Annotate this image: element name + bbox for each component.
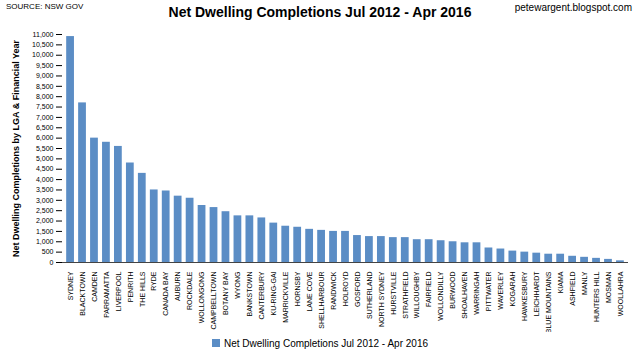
svg-text:WAVERLEY: WAVERLEY [497,271,504,309]
svg-text:10,000: 10,000 [32,51,54,58]
svg-text:BANKSTOWN: BANKSTOWN [246,272,253,317]
svg-text:RANDWICK: RANDWICK [330,271,337,309]
svg-text:WYONG: WYONG [234,272,241,299]
svg-text:6,500: 6,500 [36,124,54,131]
svg-text:AUBURN: AUBURN [174,272,181,302]
svg-text:3,000: 3,000 [36,197,54,204]
svg-text:8,500: 8,500 [36,83,54,90]
svg-text:LANE COVE: LANE COVE [306,271,313,311]
svg-text:CAMDEN: CAMDEN [91,272,98,302]
svg-text:7,500: 7,500 [36,103,54,110]
svg-text:11,000: 11,000 [33,31,54,38]
svg-text:Net Dwelling Completions by LG: Net Dwelling Completions by LGA & Financ… [11,39,21,257]
svg-text:HAWKESBURY: HAWKESBURY [521,271,528,321]
svg-text:LIVERPOOL: LIVERPOOL [115,271,122,311]
svg-text:KOGARAH: KOGARAH [509,272,516,307]
svg-text:9,500: 9,500 [36,62,54,69]
svg-text:4,500: 4,500 [36,165,54,172]
svg-text:PITTWATER: PITTWATER [485,272,492,312]
svg-text:WOLLONDILLY: WOLLONDILLY [437,271,444,321]
svg-text:HUNTERS HILL: HUNTERS HILL [593,271,600,322]
svg-text:10,500: 10,500 [32,41,54,48]
svg-text:BOTANY BAY: BOTANY BAY [222,271,229,315]
svg-text:STRATHFIELD: STRATHFIELD [402,272,409,319]
svg-text:PENRITH: PENRITH [127,272,134,303]
svg-text:SUTHERLAND: SUTHERLAND [366,272,373,319]
svg-text:7,000: 7,000 [36,114,54,121]
svg-text:SHOALHAVEN: SHOALHAVEN [461,272,468,319]
svg-text:BLACKTOWN: BLACKTOWN [79,272,86,316]
svg-text:CANADA BAY: CANADA BAY [162,271,169,316]
svg-text:0: 0 [50,259,54,266]
svg-text:5,500: 5,500 [36,145,54,152]
svg-text:GOSFORD: GOSFORD [354,272,361,307]
svg-text:WARRINGAH: WARRINGAH [473,272,480,315]
svg-text:NORTH SYDNEY: NORTH SYDNEY [378,271,385,327]
html-text:petewargent.blogspot.com: petewargent.blogspot.com [514,2,632,13]
svg-text:WOLLONGONG: WOLLONGONG [198,272,205,324]
svg-text:ASHFIELD: ASHFIELD [569,272,576,306]
svg-text:FAIRFIELD: FAIRFIELD [425,272,432,307]
svg-text:CAMPBELLTOWN: CAMPBELLTOWN [210,272,217,330]
svg-text:9,000: 9,000 [36,72,54,79]
svg-text:MARRICKVILLE: MARRICKVILLE [282,271,289,323]
svg-text:SYDNEY: SYDNEY [67,271,74,300]
svg-text:2,500: 2,500 [36,207,54,214]
svg-text:HOLROYD: HOLROYD [342,272,349,307]
html-text:SOURCE: NSW GOV: SOURCE: NSW GOV [6,2,84,11]
svg-text:MANLY: MANLY [581,271,588,295]
svg-text:5,000: 5,000 [36,155,54,162]
svg-text:BURWOOD: BURWOOD [449,272,456,309]
html-text:Net Dwelling Completions Jul 2: Net Dwelling Completions Jul 2012 - Apr … [168,4,472,20]
svg-text:HORNSBY: HORNSBY [294,271,301,306]
svg-text:2,000: 2,000 [36,217,54,224]
svg-text:WOOLLAHRA: WOOLLAHRA [617,271,624,316]
svg-text:4,000: 4,000 [36,176,54,183]
svg-text:PARRAMATTA: PARRAMATTA [103,271,110,318]
svg-text:LEICHHARDT: LEICHHARDT [533,271,540,316]
svg-text:MOSMAN: MOSMAN [605,272,612,304]
svg-text:HURSTVILLE: HURSTVILLE [390,271,397,315]
html-text:Net Dwelling Completions Jul 2: Net Dwelling Completions Jul 2012 - Apr … [224,337,428,349]
svg-text:CANTERBURY: CANTERBURY [258,271,265,319]
svg-text:3,500: 3,500 [36,186,54,193]
svg-text:BLUE MOUNTAINS: BLUE MOUNTAINS [545,271,552,332]
svg-text:1,500: 1,500 [36,228,54,235]
svg-text:WILLOUGHBY: WILLOUGHBY [413,271,420,318]
svg-text:6,000: 6,000 [36,134,54,141]
svg-text:THE HILLS: THE HILLS [139,271,146,307]
svg-text:1,000: 1,000 [36,238,54,245]
svg-text:8,000: 8,000 [36,93,54,100]
svg-text:KU-RING-GAI: KU-RING-GAI [270,271,277,315]
svg-text:KIAMA: KIAMA [557,271,564,293]
svg-text:ROCKDALE: ROCKDALE [186,271,193,310]
svg-text:RYDE: RYDE [150,271,157,291]
svg-text:500: 500 [42,248,54,255]
svg-text:SHELLHARBOUR: SHELLHARBOUR [318,272,325,329]
